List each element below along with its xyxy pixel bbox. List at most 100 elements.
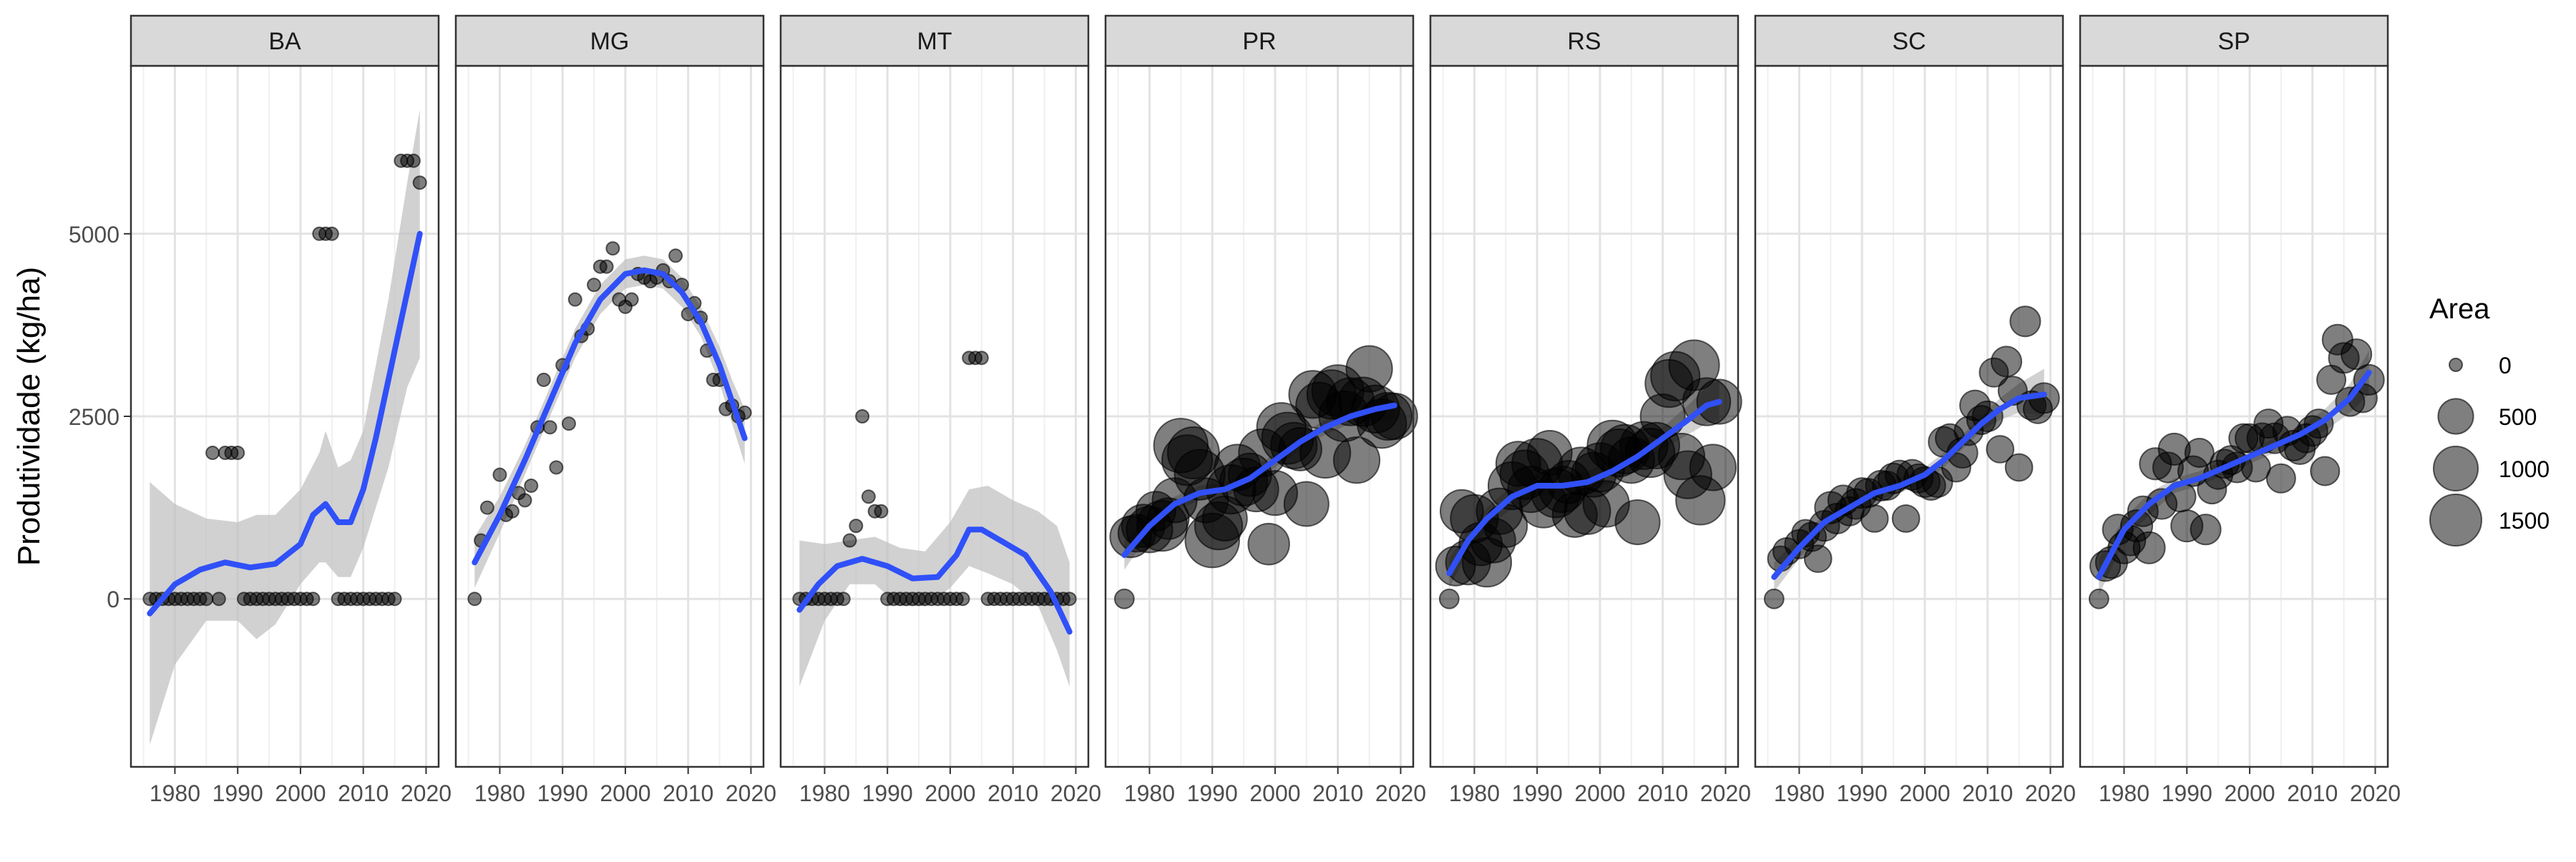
facet-label: MG [590,28,630,55]
data-point [1891,504,1921,533]
panel-mt: MT 1980 1990 2000 2010 2020 [779,14,1101,806]
legend-title: Area [2429,293,2490,325]
x-tick-label: 2010 [1962,780,2013,806]
confidence-band [799,486,1070,687]
data-point [542,420,557,435]
data-point [668,248,683,263]
x-tick-label: 1980 [1124,780,1175,806]
legend-key [2437,398,2474,435]
panel-sp: SP 1980 1990 2000 2010 2020 [2079,14,2401,806]
y-axis-label: Produtividade (kg/ha) [11,267,47,566]
data-point [1062,592,1077,607]
x-tick-label: 1990 [213,780,263,806]
legend: Area 0 500 1000 1500 [2429,293,2550,547]
data-point [230,446,245,461]
x-tick-label: 1980 [150,780,200,806]
data-point [1113,588,1135,609]
x-tick-label: 2010 [338,780,389,806]
data-point [974,351,989,366]
data-point [2132,531,2166,564]
x-tick-label: 2020 [1700,780,1751,806]
data-point [467,592,482,607]
x-tick-label: 2000 [1574,780,1625,806]
data-point [536,372,551,387]
legend-key [2429,494,2482,547]
data-point [211,592,226,607]
data-point [855,409,870,423]
data-point [1283,481,1330,527]
data-point [955,592,970,607]
data-point [1438,588,1460,609]
data-point [2341,338,2373,371]
x-tick-label: 1990 [2162,780,2212,806]
data-point [1763,588,1785,609]
x-tick-label: 1990 [537,780,588,806]
facet-label: SP [2218,28,2250,55]
panel-sc: SC 1980 1990 2000 2010 2020 [1754,14,2076,806]
legend-key [2432,445,2479,492]
facet-label: SC [1892,28,1926,55]
data-point [599,259,614,274]
data-point [406,153,421,168]
data-point [199,592,214,607]
legend-key [2449,358,2463,372]
data-point [1803,544,1833,573]
facet-strip [1754,14,2064,67]
data-point [2190,514,2222,546]
x-tick-label: 1990 [1512,780,1563,806]
facet-label: MT [917,28,952,55]
data-point [605,241,620,256]
x-tick-label: 2010 [663,780,713,806]
data-point [1370,392,1418,441]
x-tick-label: 2020 [2025,780,2076,806]
facet-strip [454,14,765,67]
data-point [205,446,220,461]
x-tick-label: 1990 [1187,780,1238,806]
x-tick-label: 1980 [1774,780,1825,806]
x-tick-label: 2020 [401,780,452,806]
confidence-band [150,109,420,745]
x-tick-label: 2010 [1637,780,1688,806]
data-point [412,175,427,190]
x-tick-label: 2010 [1312,780,1363,806]
smooth-line [147,230,423,617]
legend-label: 0 [2499,353,2512,378]
data-point [567,292,582,307]
x-tick-label: 2000 [1249,780,1300,806]
data-point [2004,453,2034,482]
panel-rs: RS 1980 1990 2000 2010 2020 [1429,14,1751,806]
data-point [842,533,857,548]
panel-pr: PR 1980 1990 2000 2010 2020 [1104,14,1426,806]
panel-mg: MG 1980 1990 2000 2010 2020 [454,14,776,806]
facet-strip [2079,14,2389,67]
data-point [524,478,539,493]
x-tick-label: 1980 [799,780,850,806]
data-point [549,460,564,475]
x-tick-label: 2020 [2350,780,2401,806]
y-tick-label: 2500 [69,404,119,430]
smooth-line [2096,369,2372,580]
data-point [2009,305,2041,338]
data-point [836,592,851,607]
smooth-line [1121,402,1397,558]
y-tick-label: 5000 [69,222,119,248]
data-point [517,493,532,508]
x-tick-label: 1980 [1449,780,1500,806]
data-point [479,500,494,515]
data-point [2265,463,2296,494]
x-tick-label: 1990 [862,780,913,806]
facet-strip [779,14,1090,67]
y-tick-label: 0 [107,587,119,612]
smooth-line [472,267,748,566]
x-tick-label: 1990 [1837,780,1888,806]
data-point [306,592,321,607]
x-tick-label: 2000 [275,780,326,806]
facet-label: BA [268,28,301,55]
data-point [2184,438,2215,469]
x-tick-label: 1980 [2099,780,2150,806]
legend-label: 500 [2499,404,2537,430]
data-point [849,519,864,534]
x-tick-label: 2010 [2287,780,2338,806]
panel-ba: BA 1980 1990 2000 2010 2020 [130,14,452,806]
